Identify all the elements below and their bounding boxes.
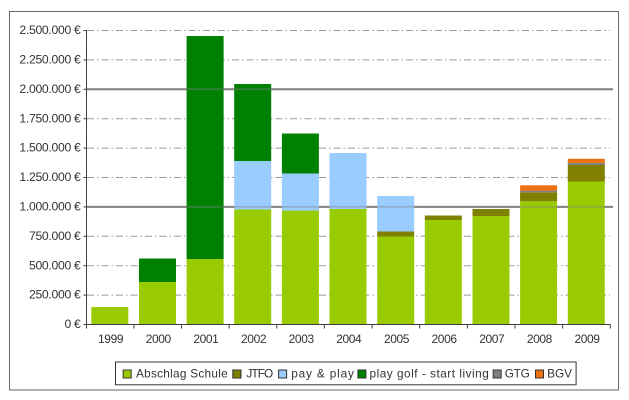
svg-text:GTG: GTG xyxy=(505,367,530,381)
svg-text:2009: 2009 xyxy=(574,332,600,346)
svg-text:500.000 €: 500.000 € xyxy=(29,258,81,272)
svg-text:2000: 2000 xyxy=(146,332,172,346)
svg-text:1.500.000 €: 1.500.000 € xyxy=(19,141,81,155)
svg-text:1.250.000 €: 1.250.000 € xyxy=(19,170,81,184)
svg-text:2.500.000 €: 2.500.000 € xyxy=(19,23,81,37)
svg-text:2004: 2004 xyxy=(336,332,362,346)
svg-text:2002: 2002 xyxy=(241,332,267,346)
svg-text:2006: 2006 xyxy=(432,332,458,346)
svg-text:750.000 €: 750.000 € xyxy=(29,229,81,243)
svg-text:play golf - start living: play golf - start living xyxy=(370,367,490,381)
svg-text:1.750.000 €: 1.750.000 € xyxy=(19,111,81,125)
svg-text:0 €: 0 € xyxy=(64,317,81,331)
svg-text:2005: 2005 xyxy=(384,332,410,346)
svg-text:2008: 2008 xyxy=(527,332,553,346)
svg-text:2001: 2001 xyxy=(193,332,219,346)
svg-text:1999: 1999 xyxy=(98,332,124,346)
svg-text:2007: 2007 xyxy=(479,332,505,346)
svg-text:2003: 2003 xyxy=(289,332,315,346)
svg-text:250.000 €: 250.000 € xyxy=(29,288,81,302)
svg-text:2.000.000 €: 2.000.000 € xyxy=(19,82,81,96)
svg-text:Abschlag Schule: Abschlag Schule xyxy=(136,367,228,381)
svg-text:1.000.000 €: 1.000.000 € xyxy=(19,200,81,214)
svg-text:BGV: BGV xyxy=(547,367,572,381)
svg-text:JTFO: JTFO xyxy=(246,367,273,381)
svg-text:2.250.000 €: 2.250.000 € xyxy=(19,53,81,67)
svg-text:pay & play: pay & play xyxy=(291,367,355,381)
